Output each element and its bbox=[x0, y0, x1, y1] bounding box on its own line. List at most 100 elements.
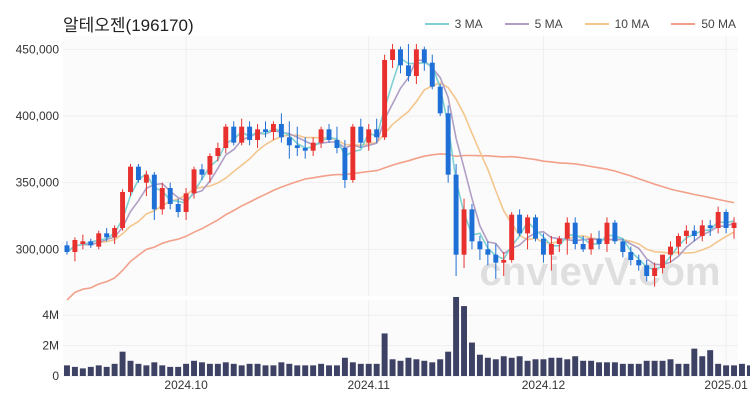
volume-bar[interactable] bbox=[469, 342, 475, 376]
legend-item[interactable]: 50 MA bbox=[671, 16, 736, 32]
candle-body[interactable] bbox=[286, 137, 292, 146]
candle-body[interactable] bbox=[548, 244, 554, 255]
volume-bar[interactable] bbox=[651, 360, 658, 376]
candle-body[interactable] bbox=[143, 174, 149, 183]
candle-body[interactable] bbox=[715, 212, 721, 228]
volume-bar[interactable] bbox=[691, 348, 698, 376]
volume-bar[interactable] bbox=[611, 362, 618, 376]
volume-bar[interactable] bbox=[183, 363, 190, 376]
volume-bar[interactable] bbox=[167, 366, 174, 376]
volume-bar[interactable] bbox=[492, 359, 499, 376]
volume-bar[interactable] bbox=[413, 359, 420, 376]
volume-bar[interactable] bbox=[461, 306, 467, 376]
candle-body[interactable] bbox=[636, 260, 642, 266]
candle-body[interactable] bbox=[270, 124, 276, 132]
volume-bar[interactable] bbox=[95, 365, 102, 376]
volume-bar[interactable] bbox=[302, 365, 309, 376]
volume-bar[interactable] bbox=[111, 363, 118, 376]
candle-body[interactable] bbox=[64, 245, 70, 252]
volume-bar[interactable] bbox=[476, 354, 483, 376]
volume-bar[interactable] bbox=[365, 363, 372, 376]
candle-body[interactable] bbox=[604, 222, 610, 244]
volume-bar[interactable] bbox=[397, 360, 404, 376]
volume-bar[interactable] bbox=[746, 365, 750, 376]
candle-body[interactable] bbox=[461, 209, 467, 255]
candle-body[interactable] bbox=[310, 142, 316, 151]
candle-body[interactable] bbox=[104, 233, 110, 238]
candle-body[interactable] bbox=[215, 148, 221, 156]
volume-bar[interactable] bbox=[191, 360, 197, 376]
volume-bar[interactable] bbox=[643, 360, 650, 376]
volume-bar[interactable] bbox=[103, 366, 110, 376]
candle-body[interactable] bbox=[175, 204, 181, 212]
volume-bar[interactable] bbox=[739, 363, 745, 376]
volume-bar[interactable] bbox=[619, 363, 626, 376]
candle-body[interactable] bbox=[112, 228, 118, 238]
candle-body[interactable] bbox=[572, 222, 578, 244]
volume-bar[interactable] bbox=[389, 359, 396, 376]
candle-body[interactable] bbox=[366, 129, 372, 143]
volume-bar[interactable] bbox=[286, 363, 293, 376]
candle-body[interactable] bbox=[80, 241, 86, 244]
candle-body[interactable] bbox=[683, 230, 689, 236]
candle-body[interactable] bbox=[533, 217, 538, 239]
volume-bar[interactable] bbox=[270, 365, 277, 376]
volume-bar[interactable] bbox=[143, 365, 150, 376]
candle-body[interactable] bbox=[255, 129, 261, 140]
candle-body[interactable] bbox=[628, 252, 634, 260]
candle-body[interactable] bbox=[207, 156, 213, 175]
volume-bar[interactable] bbox=[627, 363, 634, 376]
volume-bar[interactable] bbox=[667, 359, 674, 376]
candle-body[interactable] bbox=[72, 240, 78, 252]
volume-bar[interactable] bbox=[524, 360, 531, 376]
candle-body[interactable] bbox=[183, 193, 189, 212]
candle-body[interactable] bbox=[247, 126, 253, 140]
candle-body[interactable] bbox=[525, 217, 531, 234]
volume-bar[interactable] bbox=[548, 357, 555, 376]
volume-bar[interactable] bbox=[341, 357, 348, 376]
legend-item[interactable]: 5 MA bbox=[504, 16, 563, 32]
candle-body[interactable] bbox=[731, 222, 737, 228]
candle-body[interactable] bbox=[485, 249, 491, 255]
candle-body[interactable] bbox=[580, 244, 586, 250]
volume-bar[interactable] bbox=[532, 359, 539, 376]
candle-body[interactable] bbox=[660, 254, 666, 268]
volume-bar[interactable] bbox=[453, 296, 460, 376]
candle-body[interactable] bbox=[413, 49, 419, 76]
candle-body[interactable] bbox=[326, 129, 332, 140]
candle-body[interactable] bbox=[398, 49, 403, 66]
candle-body[interactable] bbox=[199, 169, 205, 175]
volume-bar[interactable] bbox=[326, 365, 332, 376]
volume-bar[interactable] bbox=[262, 365, 269, 376]
volume-bar[interactable] bbox=[357, 363, 364, 376]
volume-bar[interactable] bbox=[119, 351, 126, 376]
candle-body[interactable] bbox=[620, 241, 626, 252]
candle-body[interactable] bbox=[405, 65, 411, 76]
volume-bar[interactable] bbox=[604, 362, 610, 376]
volume-bar[interactable] bbox=[127, 360, 134, 376]
volume-bar[interactable] bbox=[707, 350, 714, 376]
volume-bar[interactable] bbox=[421, 360, 428, 376]
volume-bar[interactable] bbox=[318, 363, 325, 376]
candle-body[interactable] bbox=[588, 238, 594, 250]
candle-body[interactable] bbox=[223, 126, 229, 148]
candle-body[interactable] bbox=[350, 126, 356, 180]
volume-bar[interactable] bbox=[87, 366, 94, 376]
candle-body[interactable] bbox=[167, 188, 173, 204]
candle-body[interactable] bbox=[128, 166, 133, 192]
volume-bar[interactable] bbox=[588, 360, 595, 376]
candle-body[interactable] bbox=[668, 246, 673, 255]
volume-bar[interactable] bbox=[64, 365, 70, 376]
candle-body[interactable] bbox=[707, 225, 713, 228]
volume-bar[interactable] bbox=[230, 363, 237, 376]
volume-bar[interactable] bbox=[516, 356, 523, 376]
legend-item[interactable]: 10 MA bbox=[584, 16, 649, 32]
candle-body[interactable] bbox=[96, 233, 102, 247]
candle-body[interactable] bbox=[723, 212, 729, 228]
candle-body[interactable] bbox=[493, 254, 499, 263]
volume-bar[interactable] bbox=[159, 365, 166, 376]
volume-bar[interactable] bbox=[500, 356, 507, 376]
candle-body[interactable] bbox=[120, 192, 126, 228]
candle-body[interactable] bbox=[239, 126, 245, 143]
volume-bar[interactable] bbox=[151, 362, 158, 376]
